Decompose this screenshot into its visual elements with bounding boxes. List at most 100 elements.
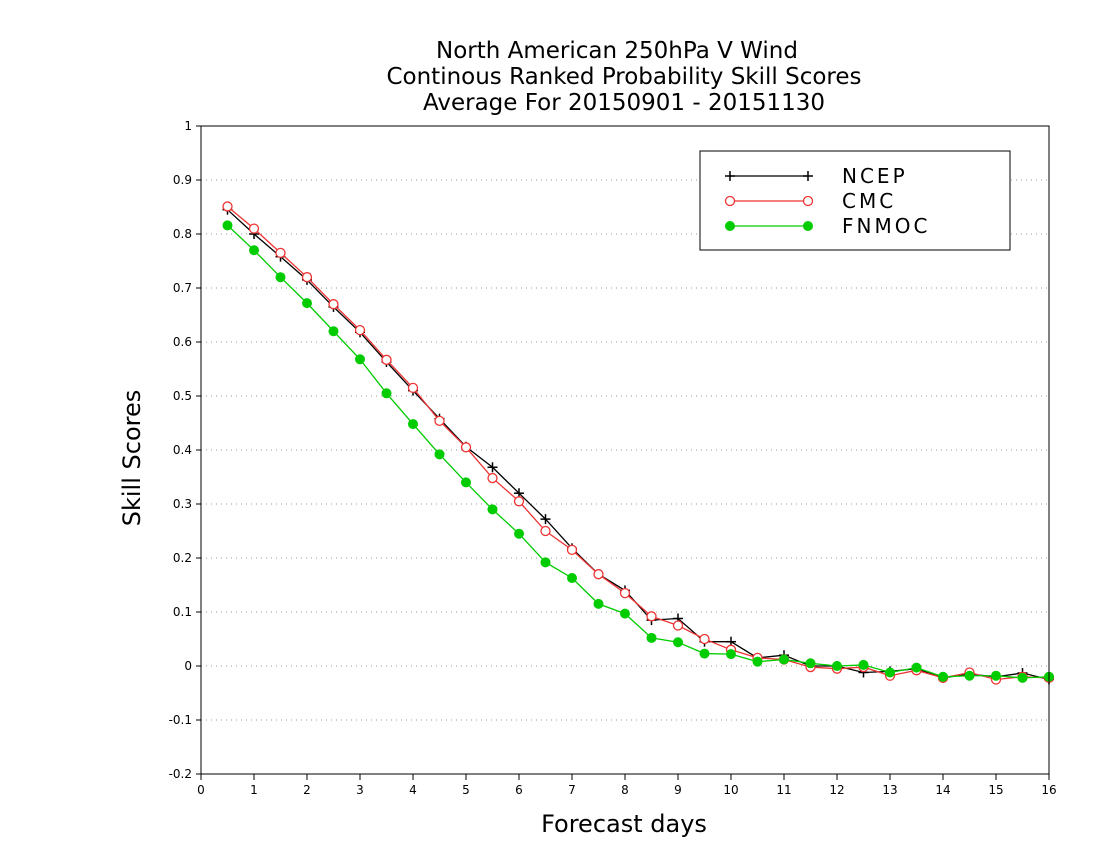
data-point-fnmoc xyxy=(487,504,498,515)
legend-marker-start-fnmoc xyxy=(725,221,735,231)
chart-title-line-2: Continous Ranked Probability Skill Score… xyxy=(386,64,861,90)
data-point-fnmoc xyxy=(249,245,259,256)
data-point-fnmoc xyxy=(408,419,418,430)
data-point-fnmoc xyxy=(911,662,922,673)
y-axis-label: Skill Scores xyxy=(118,390,146,527)
series-ncep xyxy=(222,204,1054,685)
x-tick-label: 15 xyxy=(988,783,1003,797)
series-fnmoc xyxy=(222,220,1054,683)
data-point-fnmoc xyxy=(461,477,471,488)
x-tick-label: 11 xyxy=(776,783,791,797)
x-tick-label: 2 xyxy=(303,783,311,797)
legend-marker-end-fnmoc xyxy=(803,221,813,231)
data-point-fnmoc xyxy=(381,388,392,399)
x-tick-label: 8 xyxy=(621,783,629,797)
y-tick-label: -0.1 xyxy=(169,713,192,727)
data-point-fnmoc xyxy=(434,449,445,460)
y-tick-label: 0.8 xyxy=(173,227,192,241)
y-tick-label: 0.2 xyxy=(173,551,192,565)
x-tick-label: 7 xyxy=(568,783,576,797)
data-point-cmc xyxy=(222,201,233,212)
data-point-fnmoc xyxy=(991,670,1001,681)
data-point-cmc xyxy=(354,324,366,336)
data-point-cmc xyxy=(381,354,392,365)
data-point-cmc xyxy=(699,633,710,645)
chart-title-line-1: North American 250hPa V Wind xyxy=(436,38,798,64)
y-axis: -0.2 -0.1 0 0.1 0.2 0.3 0.4 0.5 0.6 0.7 0.8 0.9 1 xyxy=(169,119,201,781)
x-axis-label: Forecast days xyxy=(541,810,707,838)
data-point-fnmoc xyxy=(646,632,657,643)
legend-marker-start-cmc xyxy=(724,195,736,207)
data-point-fnmoc xyxy=(673,637,683,648)
data-point-fnmoc xyxy=(514,528,524,539)
data-point-cmc xyxy=(460,442,472,453)
grid xyxy=(201,179,1049,721)
legend-marker-start-ncep xyxy=(725,171,735,181)
y-tick-label: 1 xyxy=(184,119,192,133)
data-point-fnmoc xyxy=(938,671,948,682)
data-point-fnmoc xyxy=(593,598,604,609)
x-axis: 0 1 2 3 4 5 6 7 8 9 10 11 12 13 14 15 16 xyxy=(197,774,1057,797)
legend-marker-end-cmc xyxy=(802,195,814,207)
data-point-cmc xyxy=(513,496,525,507)
data-point-fnmoc xyxy=(752,656,763,667)
data-point-fnmoc xyxy=(540,557,551,568)
data-point-cmc xyxy=(646,611,657,622)
data-point-fnmoc xyxy=(567,572,577,583)
data-point-cmc xyxy=(407,382,419,394)
data-point-cmc xyxy=(248,223,260,234)
data-point-fnmoc xyxy=(699,648,710,659)
x-tick-label: 13 xyxy=(882,783,897,797)
data-point-cmc xyxy=(540,525,551,537)
x-tick-label: 10 xyxy=(723,783,738,797)
data-point-fnmoc xyxy=(779,654,789,665)
data-point-cmc xyxy=(566,544,578,556)
data-point-fnmoc xyxy=(328,326,339,337)
data-point-cmc xyxy=(434,415,445,426)
legend-entry-fnmoc: FNMOC xyxy=(725,214,930,238)
legend-entry-cmc: CMC xyxy=(724,189,896,213)
x-tick-label: 9 xyxy=(674,783,682,797)
y-tick-label: 0.3 xyxy=(173,497,192,511)
y-tick-label: 0.9 xyxy=(173,173,192,187)
legend-label-fnmoc: FNMOC xyxy=(842,214,930,238)
data-point-fnmoc xyxy=(1017,672,1028,683)
data-point-cmc xyxy=(619,587,631,599)
data-point-ncep xyxy=(540,514,551,525)
x-tick-label: 14 xyxy=(935,783,950,797)
x-tick-label: 1 xyxy=(250,783,258,797)
data-point-cmc xyxy=(328,299,339,310)
series-cmc xyxy=(222,201,1055,685)
x-tick-label: 3 xyxy=(356,783,364,797)
data-point-fnmoc xyxy=(620,608,630,619)
x-tick-label: 16 xyxy=(1041,783,1056,797)
series-line-fnmoc xyxy=(227,224,1050,679)
series-line-cmc xyxy=(227,205,1050,681)
legend-label-cmc: CMC xyxy=(842,189,896,213)
data-point-fnmoc xyxy=(858,659,869,670)
x-tick-label: 6 xyxy=(515,783,523,797)
data-point-ncep xyxy=(487,462,498,473)
data-point-fnmoc xyxy=(355,354,365,365)
series-line-ncep xyxy=(227,209,1050,681)
legend-marker-end-ncep xyxy=(803,171,813,181)
data-point-fnmoc xyxy=(726,649,736,660)
data-point-fnmoc xyxy=(964,670,975,681)
legend-entry-ncep: NCEP xyxy=(725,164,905,188)
x-tick-label: 4 xyxy=(409,783,417,797)
x-tick-label: 5 xyxy=(462,783,470,797)
data-point-cmc xyxy=(593,569,604,580)
y-tick-label: 0.5 xyxy=(173,389,192,403)
data-point-fnmoc xyxy=(222,220,233,231)
data-point-cmc xyxy=(301,272,313,283)
data-point-fnmoc xyxy=(832,661,842,671)
data-point-fnmoc xyxy=(885,667,895,678)
y-tick-label: 0.6 xyxy=(173,335,192,349)
data-point-fnmoc xyxy=(302,298,312,309)
x-tick-label: 0 xyxy=(197,783,205,797)
data-point-cmc xyxy=(275,247,286,259)
data-point-cmc xyxy=(672,620,684,631)
data-point-cmc xyxy=(487,472,498,484)
